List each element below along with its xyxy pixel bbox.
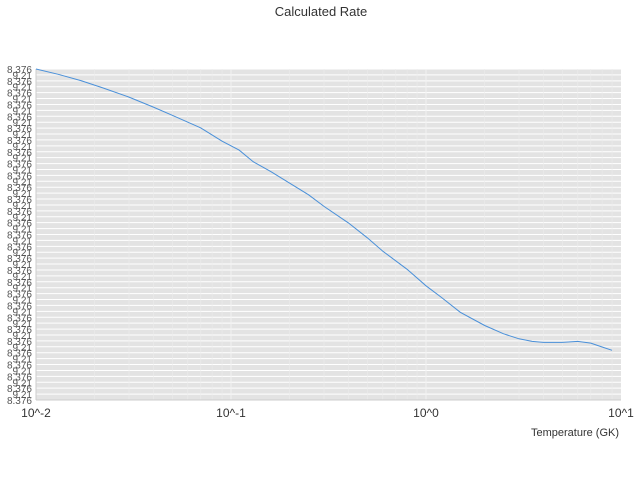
y-tick-label: 9.21 xyxy=(13,165,33,176)
y-tick-label: 9.21 xyxy=(13,307,33,318)
y-tick-label: 9.21 xyxy=(13,366,33,377)
y-tick-label: 9.21 xyxy=(13,189,33,200)
y-tick-label: 9.21 xyxy=(13,236,33,247)
y-tick-label: 8.376 xyxy=(7,384,32,395)
x-tick-label: 10^0 xyxy=(413,406,439,420)
y-tick-label: 9.21 xyxy=(13,248,33,259)
y-tick-label: 9.21 xyxy=(13,106,33,117)
y-tick-label: 9.21 xyxy=(13,343,33,354)
y-tick-label: 8.376 xyxy=(7,136,32,147)
y-tick-label: 8.376 xyxy=(7,242,32,253)
y-tick-label: 8.376 xyxy=(7,325,32,336)
y-tick-label: 9.21 xyxy=(13,355,33,366)
y-tick-label: 9.21 xyxy=(13,319,33,330)
chart-title: Calculated Rate xyxy=(275,4,368,19)
y-tick-label: 8.376 xyxy=(7,361,32,372)
y-tick-label: 9.21 xyxy=(13,331,33,342)
y-tick-label: 8.376 xyxy=(7,372,32,383)
y-gridlines xyxy=(36,68,621,401)
y-tick-label: 9.21 xyxy=(13,390,33,401)
y-tick-label: 9.21 xyxy=(13,296,33,307)
y-tick-label: 9.21 xyxy=(13,95,33,106)
y-tick-label: 9.21 xyxy=(13,130,33,141)
y-tick-label: 8.376 xyxy=(7,266,32,277)
y-tick-label: 9.21 xyxy=(13,71,33,82)
y-tick-label: 8.376 xyxy=(7,301,32,312)
y-tick-label: 8.376 xyxy=(7,124,32,135)
x-tick-label: 10^-1 xyxy=(216,406,246,420)
y-tick-label: 9.21 xyxy=(13,142,33,153)
y-tick-label: 8.376 xyxy=(7,231,32,242)
x-axis-label: Temperature (GK) xyxy=(531,427,619,439)
y-tick-label: 9.21 xyxy=(13,118,33,129)
y-tick-label: 8.376 xyxy=(7,89,32,100)
y-tick-label: 8.376 xyxy=(7,254,32,265)
y-tick-label: 8.376 xyxy=(7,65,32,76)
x-tick-label: 10^1 xyxy=(608,406,634,420)
series-layer xyxy=(35,68,613,351)
x-axis-tick-labels: 10^-2 10^-1 10^0 10^1 xyxy=(21,406,634,420)
y-tick-label: 9.21 xyxy=(13,154,33,165)
y-tick-label: 8.376 xyxy=(7,171,32,182)
y-tick-label: 8.376 xyxy=(7,148,32,159)
y-tick-label: 8.376 xyxy=(7,160,32,171)
y-tick-label: 9.21 xyxy=(13,213,33,224)
y-tick-label: 9.21 xyxy=(13,378,33,389)
y-tick-label: 8.376 xyxy=(7,112,32,123)
y-tick-label: 8.376 xyxy=(7,100,32,111)
y-tick-label: 9.21 xyxy=(13,177,33,188)
y-tick-label: 9.21 xyxy=(13,83,33,94)
y-tick-label: 8.376 xyxy=(7,77,32,88)
y-tick-label: 9.21 xyxy=(13,272,33,283)
y-tick-label: 8.376 xyxy=(7,396,32,407)
y-tick-label: 8.376 xyxy=(7,219,32,230)
y-tick-label: 8.376 xyxy=(7,207,32,218)
y-tick-label: 8.376 xyxy=(7,195,32,206)
x-tick-label: 10^-2 xyxy=(21,406,51,420)
y-tick-label: 8.376 xyxy=(7,183,32,194)
y-tick-label: 9.21 xyxy=(13,260,33,271)
y-tick-label: 9.21 xyxy=(13,201,33,212)
y-axis-tick-labels: 8.3769.218.3769.218.3769.218.3769.218.37… xyxy=(7,65,32,407)
y-tick-label: 8.376 xyxy=(7,337,32,348)
y-tick-label: 8.376 xyxy=(7,278,32,289)
y-tick-label: 8.376 xyxy=(7,349,32,360)
y-tick-label: 9.21 xyxy=(13,225,33,236)
series-line xyxy=(35,68,613,351)
y-tick-label: 8.376 xyxy=(7,313,32,324)
y-tick-label: 8.376 xyxy=(7,290,32,301)
y-tick-label: 9.21 xyxy=(13,284,33,295)
